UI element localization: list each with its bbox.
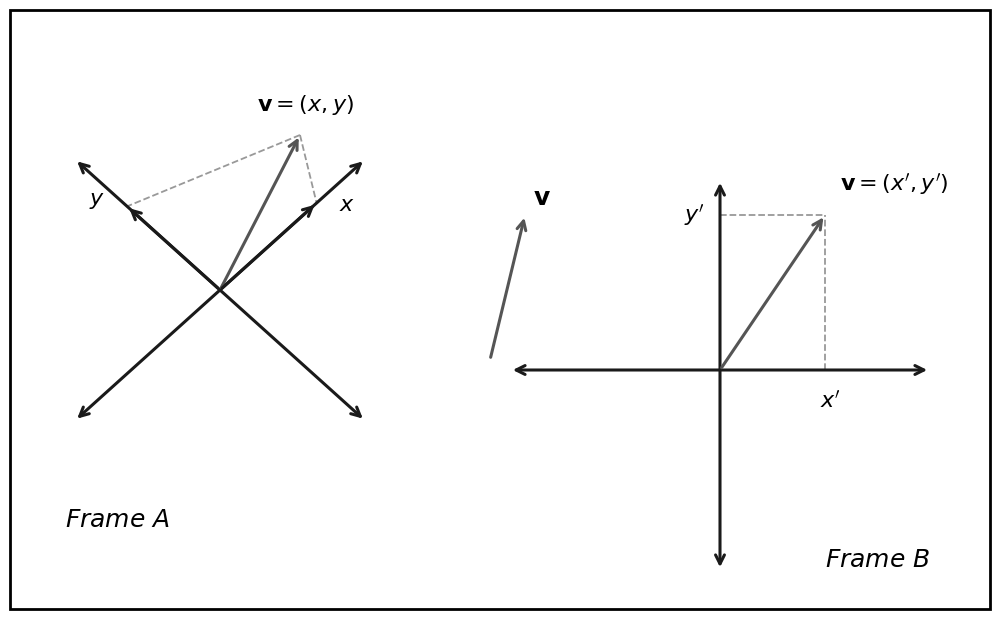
Text: $x$: $x$ [339,195,355,215]
Text: $y'$: $y'$ [684,202,705,228]
Text: Frame $B$: Frame $B$ [825,548,930,572]
Text: $x'$: $x'$ [820,390,840,412]
Text: $y$: $y$ [89,191,105,211]
Text: $\mathbf{v} = (x, y)$: $\mathbf{v} = (x, y)$ [257,93,353,117]
Text: $\mathbf{v} = (x', y')$: $\mathbf{v} = (x', y')$ [840,171,949,197]
Text: $\mathbf{v}$: $\mathbf{v}$ [533,186,551,210]
Text: Frame $A$: Frame $A$ [65,508,170,532]
